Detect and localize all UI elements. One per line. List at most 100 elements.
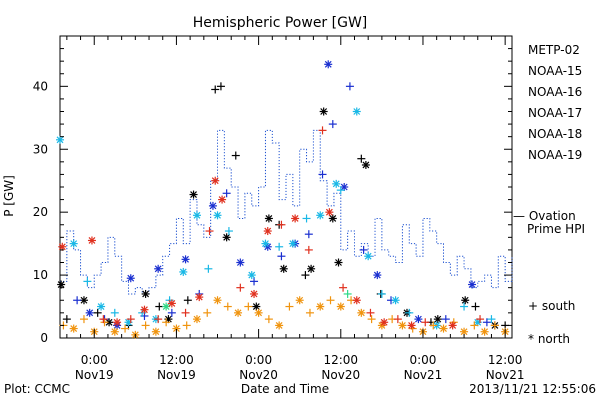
noaa-15-north-point — [324, 60, 333, 69]
chart-title: Hemispheric Power [GW] — [193, 15, 368, 31]
star-mark-d2 — [265, 215, 273, 222]
star-mark-d2 — [70, 240, 78, 248]
noaa-16-north-point — [69, 239, 78, 248]
noaa-16-south-point — [487, 315, 496, 324]
noaa-18-north-point — [254, 308, 263, 317]
star-mark-d2 — [414, 315, 422, 323]
noaa-18-south-point — [490, 321, 499, 330]
star-mark-d2 — [262, 240, 269, 248]
noaa-19-south-point — [366, 308, 375, 317]
noaa-18-south-point — [305, 308, 314, 317]
star-mark-d2 — [141, 306, 148, 314]
star-mark-d2 — [195, 293, 203, 301]
plot-source: Plot: CCMC — [4, 382, 70, 396]
noaa-19-south-point — [304, 245, 313, 254]
noaa-18-south-point — [367, 315, 376, 324]
noaa-18-south-point — [223, 302, 232, 311]
noaa-16-south-point — [204, 264, 213, 273]
noaa-19-north-point — [380, 318, 389, 327]
star-mark-d2 — [111, 328, 119, 336]
x-tick-label-time: 0:00 — [245, 353, 272, 367]
metp-02-south-point — [216, 82, 225, 91]
star-mark-d2 — [252, 303, 260, 310]
star-mark-d2 — [218, 196, 226, 204]
noaa-19-south-point — [277, 220, 286, 229]
noaa-15-south-point — [482, 318, 491, 327]
noaa-19-north-point — [167, 299, 176, 308]
y-tick-label: 0 — [40, 331, 48, 345]
noaa-18-north-point — [192, 315, 201, 324]
star-mark-d2 — [57, 281, 65, 288]
legend-noaa-15: NOAA-15 — [528, 64, 582, 78]
noaa-15-north-point — [208, 201, 217, 210]
star-mark-d2 — [316, 211, 324, 219]
y-tick-label: 30 — [33, 142, 48, 156]
star-mark-d2 — [307, 265, 315, 273]
metp-02-north-point — [141, 289, 150, 298]
noaa-16-north-point — [179, 267, 188, 276]
noaa-16-south-point — [224, 227, 233, 236]
timestamp: 2013/11/21 12:55:06 — [469, 382, 596, 396]
legend-metp-02: METP-02 — [528, 43, 580, 57]
noaa-15-south-point — [328, 120, 337, 129]
star-mark-d2 — [255, 309, 263, 317]
y-tick-label: 40 — [33, 79, 48, 93]
noaa-15-north-point — [181, 255, 190, 264]
noaa-19-north-point — [211, 176, 220, 185]
noaa-15-south-point — [359, 245, 368, 254]
star-mark-d2 — [440, 325, 447, 332]
x-tick-label-time: 0:00 — [409, 353, 436, 367]
noaa-16-south-point — [275, 242, 284, 251]
noaa-19-north-point — [218, 195, 227, 204]
star-mark-d2 — [264, 243, 272, 251]
plot-frame — [59, 35, 513, 339]
noaa-18-south-point — [244, 302, 253, 311]
star-mark-d2 — [291, 215, 299, 222]
noaa-16-south-point — [336, 186, 345, 195]
ovation-legend-line1: — Ovation — [513, 209, 576, 223]
star-mark-d2 — [223, 233, 231, 241]
star-mark-d2 — [214, 296, 221, 304]
metp-02-south-point — [357, 154, 366, 163]
metp-02-north-point — [319, 107, 328, 116]
noaa-15-north-point — [236, 258, 245, 267]
star-mark-d2 — [364, 252, 372, 260]
star-mark-d2 — [324, 60, 332, 68]
metp-02-north-point — [328, 214, 337, 223]
ovation-series — [60, 129, 513, 295]
star-mark-d2 — [380, 318, 388, 326]
noaa-18-north-point — [234, 308, 243, 317]
metp-02-south-point — [183, 296, 192, 305]
ovation-step-line — [60, 129, 513, 295]
star-mark-d2 — [337, 303, 345, 310]
noaa-18-north-point — [439, 324, 448, 333]
star-mark-d2 — [142, 290, 150, 298]
metp-02-north-point — [461, 296, 470, 305]
noaa-16-south-point — [405, 308, 414, 317]
noaa-15-south-point — [441, 315, 450, 324]
y-tick-label: 20 — [33, 205, 48, 219]
star-mark-d2 — [481, 328, 489, 336]
star-mark-d2 — [236, 259, 244, 266]
star-mark-d2 — [398, 321, 406, 329]
noaa-19-south-point — [99, 315, 108, 324]
noaa-15-north-point — [126, 274, 135, 283]
star-mark-d2 — [289, 240, 297, 248]
noaa-19-north-point — [113, 318, 122, 327]
x-tick-label-date: Nov20 — [321, 368, 360, 382]
noaa-19-north-point — [448, 321, 457, 330]
y-tick-label: 10 — [33, 268, 48, 282]
star-mark-d2 — [449, 321, 457, 329]
noaa-19-north-point — [263, 227, 272, 236]
noaa-15-south-point — [277, 252, 286, 261]
noaa-15-south-point — [222, 189, 231, 198]
star-mark-d2 — [316, 303, 324, 310]
noaa-19-north-point — [250, 289, 259, 298]
noaa-16-south-point — [110, 308, 119, 317]
noaa-19-south-point — [181, 308, 190, 317]
star-mark-d2 — [209, 202, 217, 210]
noaa-19-south-point — [318, 126, 327, 135]
star-mark-d2 — [408, 321, 415, 329]
x-tick-label-date: Nov21 — [404, 368, 443, 382]
